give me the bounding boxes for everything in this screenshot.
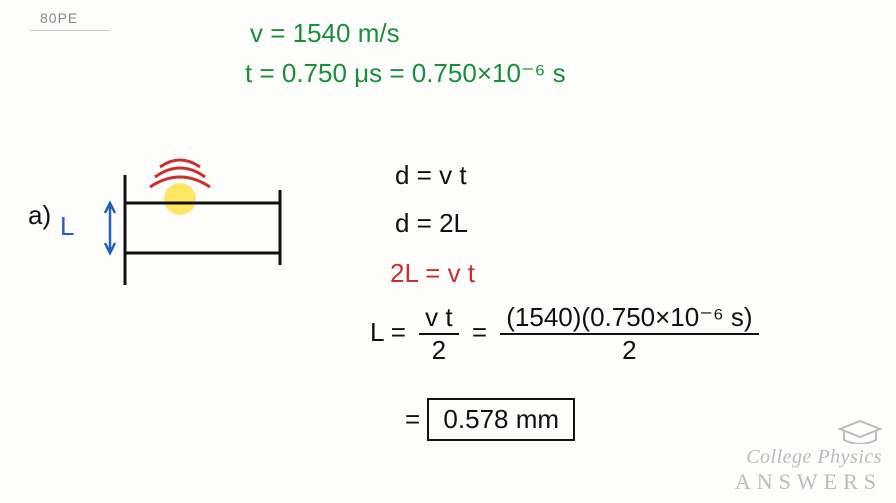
equals-2: = [405,404,420,434]
equals-1: = [472,317,487,347]
frac-vt-2-num: v t [419,302,458,333]
eq-d-2L: d = 2L [395,208,468,239]
given-velocity: v = 1540 m/s [250,18,400,49]
given-time: t = 0.750 μs = 0.750×10⁻⁶ s [245,58,566,89]
watermark: College Physics ANSWERS [735,418,882,495]
page-label: 80PE [40,10,78,26]
frac-vt-2-den: 2 [419,333,458,366]
frac-numeric: (1540)(0.750×10⁻⁶ s) 2 [500,302,758,366]
diagram-L-label: L [60,211,74,242]
eq-L-lhs: L = [370,317,406,347]
eq-2L-vt: 2L = v t [390,258,475,289]
watermark-line2: ANSWERS [735,469,882,495]
watermark-line1: College Physics [735,446,882,469]
eq-answer-line: = 0.578 mm [405,398,575,441]
diagram-svg [70,145,310,345]
frac-vt-2: v t 2 [419,302,458,366]
eq-L-solve: L = v t 2 = (1540)(0.750×10⁻⁶ s) 2 [370,302,765,366]
part-a-label: a) [28,200,51,231]
divider [30,30,110,31]
frac-numeric-num: (1540)(0.750×10⁻⁶ s) [500,302,758,333]
eq-d-vt: d = v t [395,160,467,191]
boxed-answer: 0.578 mm [427,398,575,441]
grad-cap-icon [838,418,882,444]
pipe-diagram: L [70,145,310,325]
frac-numeric-den: 2 [500,333,758,366]
